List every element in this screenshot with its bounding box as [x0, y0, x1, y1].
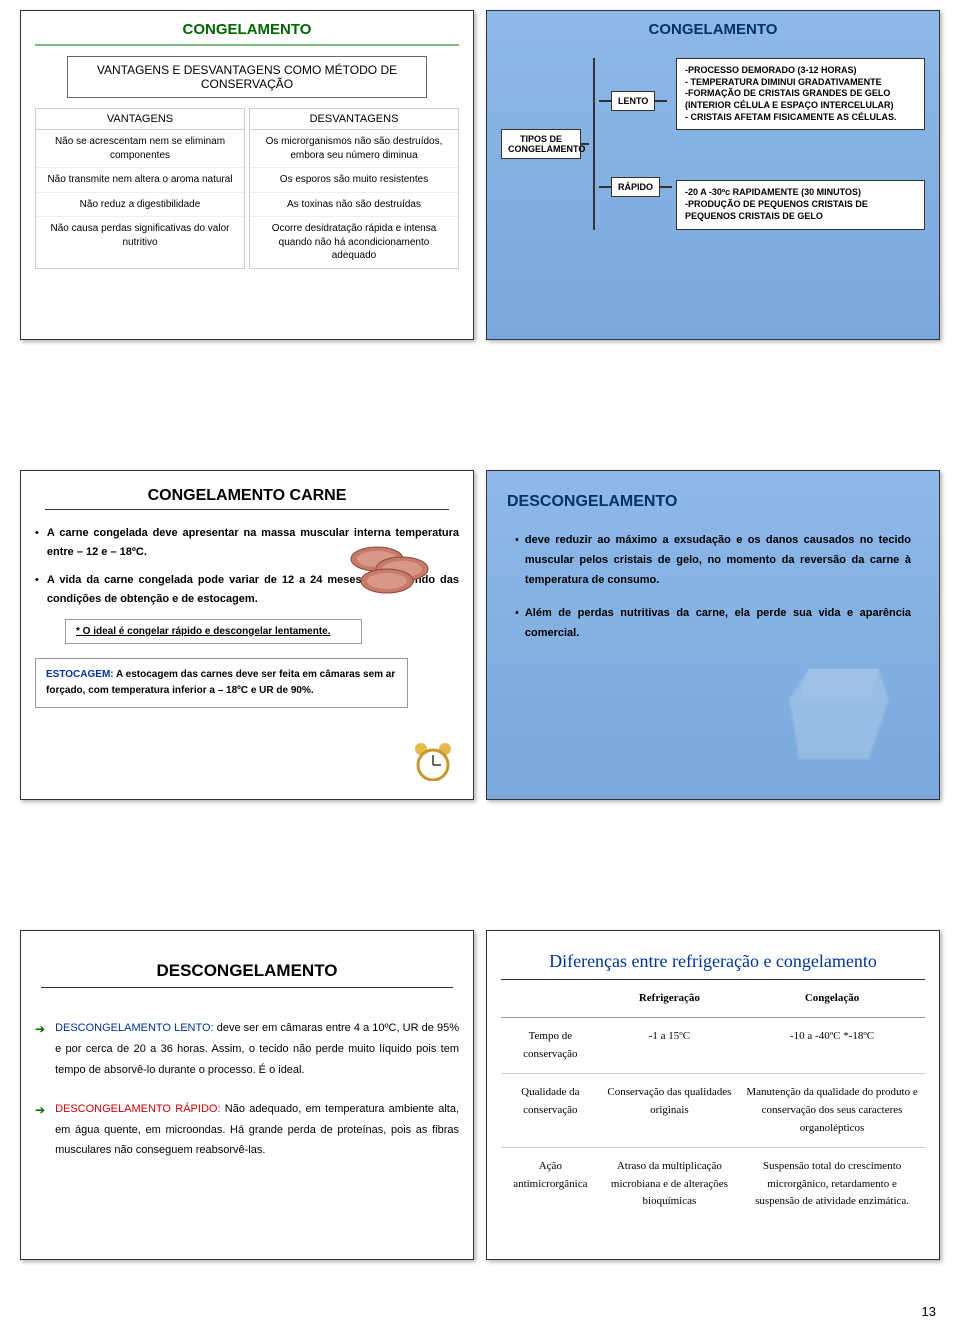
col2-cell: Os esporos são muito resistentes — [250, 168, 458, 193]
col1-cell: Não se acrescentam nem se eliminam compo… — [36, 130, 244, 168]
para: Além de perdas nutritivas da carne, ela … — [515, 604, 911, 644]
r2c2: Manutenção da qualidade do produto e con… — [739, 1074, 925, 1148]
col-desvantagens: DESVANTAGENS Os microrganismos não são d… — [249, 108, 459, 269]
r2c1: Conservação das qualidades originais — [600, 1074, 739, 1148]
connector — [660, 186, 672, 188]
box-rapido: RÁPIDO — [611, 177, 660, 197]
r1c0: Tempo de conservação — [501, 1018, 600, 1074]
slide-tipos-congelamento: CONGELAMENTO TIPOS DE CONGELAMENTO LENTO… — [486, 10, 940, 340]
para-text: Além de perdas nutritivas da carne, ela … — [525, 604, 911, 644]
col1-cell: Não reduz a digestibilidade — [36, 193, 244, 218]
slide-descongelamento: DESCONGELAMENTO deve reduzir ao máximo a… — [486, 470, 940, 800]
lead-rapido: DESCONGELAMENTO RÁPIDO: — [55, 1103, 220, 1115]
title-underline — [35, 44, 459, 46]
r1c2: -10 a -40ºC *-18ºC — [739, 1018, 925, 1074]
diff-table: Refrigeração Congelação Tempo de conserv… — [501, 979, 925, 1221]
col1-cell: Não causa perdas significativas do valor… — [36, 217, 244, 254]
connector — [581, 143, 589, 145]
col2-cell: Ocorre desidratação rápida e intensa qua… — [250, 217, 458, 268]
slide1-subtitle: VANTAGENS E DESVANTAGENS COMO MÉTODO DE … — [67, 56, 427, 98]
diagram-mid: LENTO RÁPIDO — [599, 58, 672, 230]
meat-icon — [347, 539, 437, 595]
slide4-title: DESCONGELAMENTO — [507, 493, 925, 511]
vline — [593, 58, 595, 230]
arrow-item: DESCONGELAMENTO RÁPIDO: Não adequado, em… — [35, 1099, 459, 1162]
th-empty — [501, 979, 600, 1018]
connector — [599, 100, 611, 102]
col2-cell: As toxinas não são destruídas — [250, 193, 458, 218]
slide-descongelamento-tipos: DESCONGELAMENTO DESCONGELAMENTO LENTO: d… — [20, 930, 474, 1260]
diagram-left: TIPOS DE CONGELAMENTO — [501, 58, 589, 230]
r1c1: -1 a 15ºC — [600, 1018, 739, 1074]
slide4-text: deve reduzir ao máximo a exsudação e os … — [501, 531, 925, 644]
para-text: deve reduzir ao máximo a exsudação e os … — [525, 531, 911, 590]
lead-lento: DESCONGELAMENTO LENTO: — [55, 1022, 214, 1034]
clock-icon — [411, 741, 455, 781]
title-line — [41, 987, 453, 988]
note-ideal: * O ideal é congelar rápido e descongela… — [65, 619, 362, 644]
text-rapido: -20 A -30ºc RAPIDAMENTE (30 MINUTOS) -PR… — [676, 180, 925, 229]
page-number: 13 — [0, 1300, 960, 1329]
r3c1: Atraso da multiplicação microbiana e de … — [600, 1148, 739, 1221]
col1-cell: Não transmite nem altera o aroma natural — [36, 168, 244, 193]
slide1-title: CONGELAMENTO — [35, 21, 459, 38]
estocagem-box: ESTOCAGEM: A estocagem das carnes deve s… — [35, 658, 408, 708]
slide-congelamento-carne: CONGELAMENTO CARNE A carne congelada dev… — [20, 470, 474, 800]
slide5-title: DESCONGELAMENTO — [35, 961, 459, 981]
arrow-item: DESCONGELAMENTO LENTO: deve ser em câmar… — [35, 1018, 459, 1081]
connector — [655, 100, 667, 102]
col-vantagens: VANTAGENS Não se acrescentam nem se elim… — [35, 108, 245, 269]
text-lento: -PROCESSO DEMORADO (3-12 HORAS) - TEMPER… — [676, 58, 925, 130]
para: deve reduzir ao máximo a exsudação e os … — [515, 531, 911, 590]
slide6-title: Diferenças entre refrigeração e congelam… — [501, 951, 925, 973]
diagram-right: -PROCESSO DEMORADO (3-12 HORAS) - TEMPER… — [676, 58, 925, 230]
estocagem-lead: ESTOCAGEM: — [46, 669, 116, 680]
icecube-icon — [779, 649, 899, 769]
advantages-table: VANTAGENS Não se acrescentam nem se elim… — [35, 108, 459, 269]
box-lento: LENTO — [611, 91, 655, 111]
th-refrig: Refrigeração — [600, 979, 739, 1018]
slide2-title: CONGELAMENTO — [501, 21, 925, 38]
r2c0: Qualidade da conservação — [501, 1074, 600, 1148]
r3c0: Ação antimicrorgânica — [501, 1148, 600, 1221]
col2-cell: Os microrganismos não são destruídos, em… — [250, 130, 458, 168]
th-congel: Congelação — [739, 979, 925, 1018]
slide-congelamento-vantagens: CONGELAMENTO VANTAGENS E DESVANTAGENS CO… — [20, 10, 474, 340]
connector — [599, 186, 611, 188]
slide3-title: CONGELAMENTO CARNE — [35, 487, 459, 505]
col1-header: VANTAGENS — [36, 109, 244, 130]
arrow-list: DESCONGELAMENTO LENTO: deve ser em câmar… — [35, 1018, 459, 1161]
col2-header: DESVANTAGENS — [250, 109, 458, 130]
r3c2: Suspensão total do crescimento microrgân… — [739, 1148, 925, 1221]
diagram-tipos: TIPOS DE CONGELAMENTO LENTO RÁPIDO -PROC… — [501, 58, 925, 230]
title-line — [45, 509, 449, 510]
slide-diferencas: Diferenças entre refrigeração e congelam… — [486, 930, 940, 1260]
box-tipos: TIPOS DE CONGELAMENTO — [501, 129, 581, 159]
